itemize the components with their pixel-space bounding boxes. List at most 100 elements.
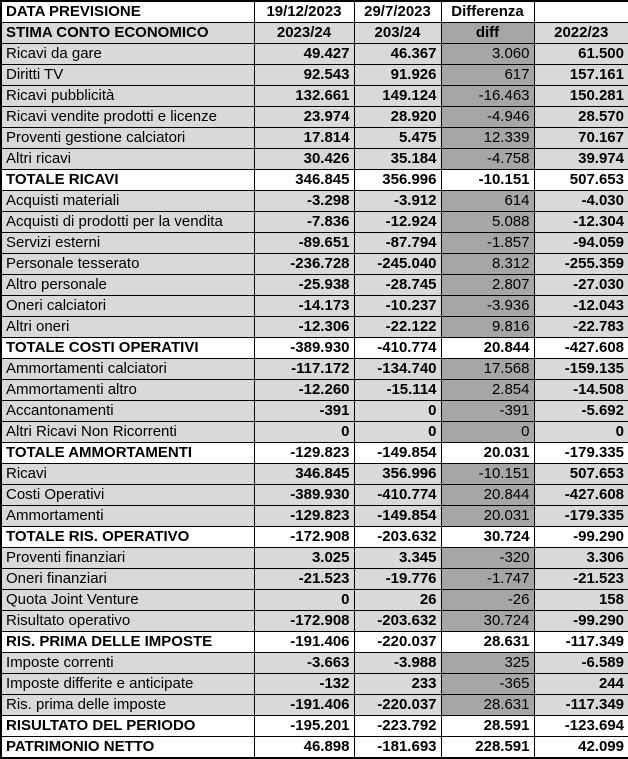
value-203-24: -410.774 [353,484,442,506]
value-diff: -1.747 [440,568,535,590]
value-2023-24: 346.845 [253,463,355,485]
row-label: Imposte correnti [0,652,255,674]
value-2023-24: -391 [253,400,355,422]
value-diff: -26 [440,589,535,611]
value-diff: -10.151 [440,169,535,191]
value-2022-23: 157.161 [533,64,628,86]
row-label: Servizi esterni [0,232,255,254]
row-label: Imposte differite e anticipate [0,673,255,695]
value-2023-24: -129.823 [253,505,355,527]
value-diff: 30.724 [440,526,535,548]
table-row: Ammortamenti altro -12.260 -15.114 2.854 -14… [0,379,628,401]
value-2023-24: 346.845 [253,169,355,191]
value-203-24: 233 [353,673,442,695]
value-diff: 8.312 [440,253,535,275]
value-diff: 5.088 [440,211,535,233]
value-2022-23: -117.349 [533,694,628,716]
table-row: Diritti TV 92.543 91.926 617 157.161 [0,64,628,86]
value-2023-24: 132.661 [253,85,355,107]
value-2022-23: 244 [533,673,628,695]
value-2023-24: -12.260 [253,379,355,401]
value-2023-24: -191.406 [253,631,355,653]
value-diff: 0 [440,421,535,443]
value-2022-23: -27.030 [533,274,628,296]
value-diff: 2.807 [440,274,535,296]
row-label: Ricavi [0,463,255,485]
value-diff: 9.816 [440,316,535,338]
value-diff: 17.568 [440,358,535,380]
value-203-24: 356.996 [353,463,442,485]
value-2022-23: 28.570 [533,106,628,128]
table-row: Accantonamenti -391 0 -391 -5.692 [0,400,628,422]
value-2023-24: -129.823 [253,442,355,464]
value-diff: 20.844 [440,484,535,506]
value-2023-24: 3.025 [253,547,355,569]
row-label: Diritti TV [0,64,255,86]
row-label: Altri Ricavi Non Ricorrenti [0,421,255,443]
value-2023-24: -389.930 [253,484,355,506]
value-2023-24: -14.173 [253,295,355,317]
value-203-24: -10.237 [353,295,442,317]
row-label: Proventi gestione calciatori [0,127,255,149]
row-label: Ammortamenti [0,505,255,527]
value-2023-24: 17.814 [253,127,355,149]
value-2022-23: -427.608 [533,484,628,506]
value-2023-24: -25.938 [253,274,355,296]
row-label: Acquisti materiali [0,190,255,212]
value-diff: 20.844 [440,337,535,359]
value-diff: -3.936 [440,295,535,317]
value-diff: -320 [440,547,535,569]
value-2023-24: -172.908 [253,526,355,548]
row-label: Altro personale [0,274,255,296]
value-2022-23: 3.306 [533,547,628,569]
value-2023-24: -117.172 [253,358,355,380]
value-2023-24: 0 [253,589,355,611]
table-row: Costi Operativi -389.930 -410.774 20.844 -42… [0,484,628,506]
table-row: Ricavi vendite prodotti e licenze 23.974 2… [0,106,628,128]
value-203-24: -12.924 [353,211,442,233]
value-203-24: -410.774 [353,337,442,359]
table-row: Quota Joint Venture 0 26 -26 158 [0,589,628,611]
row-label: Accantonamenti [0,400,255,422]
value-2023-24: 92.543 [253,64,355,86]
value-203-24: 5.475 [353,127,442,149]
value-diff: 12.339 [440,127,535,149]
value-2022-23: -12.304 [533,211,628,233]
header-diff: diff [440,22,535,44]
value-2023-24: -236.728 [253,253,355,275]
value-203-24: -3.912 [353,190,442,212]
value-2023-24: -191.406 [253,694,355,716]
value-203-24: 149.124 [353,85,442,107]
value-2022-23: -12.043 [533,295,628,317]
total-row: TOTALE RICAVI 346.845 356.996 -10.151 507.65… [0,169,628,191]
value-2022-23: -94.059 [533,232,628,254]
value-2022-23: -179.335 [533,442,628,464]
value-diff: 20.031 [440,442,535,464]
value-2022-23: -427.608 [533,337,628,359]
table-row: Oneri finanziari -21.523 -19.776 -1.747 -21.… [0,568,628,590]
value-2023-24: -7.836 [253,211,355,233]
value-diff: 325 [440,652,535,674]
value-2022-23: -99.290 [533,526,628,548]
total-row: TOTALE AMMORTAMENTI -129.823 -149.854 20.03… [0,442,628,464]
row-label: Oneri finanziari [0,568,255,590]
value-diff: 20.031 [440,505,535,527]
value-203-24: -3.988 [353,652,442,674]
value-203-24: 91.926 [353,64,442,86]
value-2022-23: 507.653 [533,169,628,191]
table-row: Personale tesserato -236.728 -245.040 8.312… [0,253,628,275]
value-203-24: -15.114 [353,379,442,401]
value-2022-23: -14.508 [533,379,628,401]
value-203-24: 0 [353,400,442,422]
value-2022-23: 507.653 [533,463,628,485]
value-2023-24: 30.426 [253,148,355,170]
value-2022-23: 0 [533,421,628,443]
value-2023-24: -389.930 [253,337,355,359]
header-data-previsione: DATA PREVISIONE [0,0,255,23]
value-diff: 28.631 [440,631,535,653]
value-2022-23: -99.290 [533,610,628,632]
value-diff: 28.631 [440,694,535,716]
value-2023-24: -12.306 [253,316,355,338]
total-row: PATRIMONIO NETTO 46.898 -181.693 228.591 42.… [0,736,628,759]
table-row: Ricavi pubblicità 132.661 149.124 -16.463 15… [0,85,628,107]
